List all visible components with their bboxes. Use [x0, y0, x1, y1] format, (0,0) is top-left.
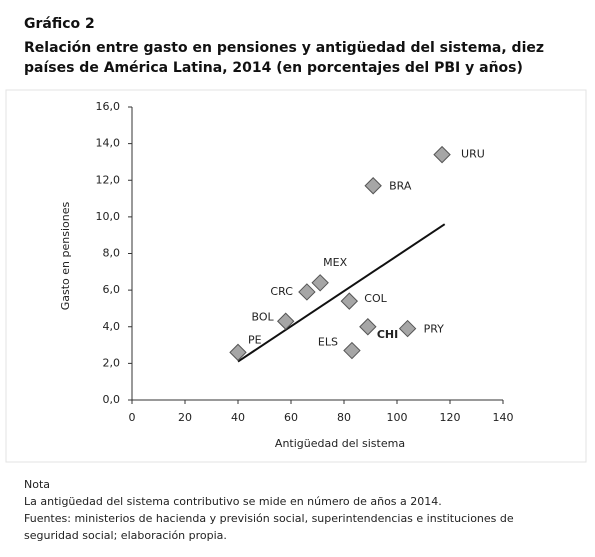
- point: [398, 319, 417, 338]
- x-tick-label: 60: [284, 411, 298, 424]
- chart-number: Gráfico 2: [24, 16, 95, 32]
- point: [311, 274, 329, 292]
- y-tick-label: 16,0: [96, 100, 121, 113]
- y-axis-title: Gasto en pensiones: [59, 201, 72, 310]
- y-tick-label: 10,0: [96, 210, 121, 223]
- y-tick-label: 2,0: [103, 356, 121, 369]
- x-tick-label: 140: [493, 411, 514, 424]
- x-tick-label: 100: [387, 411, 408, 424]
- y-tick-label: 8,0: [103, 247, 121, 260]
- x-tick-label: 80: [337, 411, 351, 424]
- point-label: COL: [364, 292, 387, 305]
- point-label: BRA: [389, 180, 412, 193]
- trend-line: [237, 223, 446, 363]
- point: [340, 292, 359, 310]
- point-label: PRY: [424, 323, 445, 336]
- y-tick-label: 4,0: [103, 320, 121, 333]
- point-label: MEX: [323, 256, 347, 269]
- x-tick-label: 20: [178, 411, 192, 424]
- point: [364, 177, 382, 195]
- y-tick-label: 6,0: [103, 283, 121, 296]
- note-line: Fuentes: ministerios de hacienda y previ…: [24, 512, 514, 542]
- point: [229, 343, 247, 362]
- point: [276, 312, 295, 330]
- point-label: CRC: [270, 285, 293, 298]
- point-label: URU: [461, 148, 485, 161]
- y-tick-label: 0,0: [103, 393, 121, 406]
- notes: Nota La antigüedad del sistema contribut…: [24, 476, 569, 544]
- x-tick-label: 0: [129, 411, 136, 424]
- point: [359, 318, 377, 336]
- note-line: La antigüedad del sistema contributivo s…: [24, 495, 442, 508]
- x-axis-title: Antigüedad del sistema: [275, 437, 405, 450]
- point: [343, 341, 361, 360]
- x-tick-label: 40: [231, 411, 245, 424]
- point-label: PE: [248, 333, 262, 346]
- point: [298, 283, 316, 301]
- point: [433, 145, 451, 164]
- point-label: CHI: [377, 328, 398, 341]
- y-tick-label: 14,0: [96, 137, 121, 150]
- point-label: BOL: [252, 310, 275, 323]
- x-tick-label: 120: [440, 411, 461, 424]
- y-tick-label: 12,0: [96, 173, 121, 186]
- chart-frame: [5, 89, 587, 463]
- note-heading: Nota: [24, 478, 51, 491]
- chart-title: Relación entre gasto en pensiones y anti…: [24, 40, 545, 76]
- point-label: ELS: [318, 336, 338, 349]
